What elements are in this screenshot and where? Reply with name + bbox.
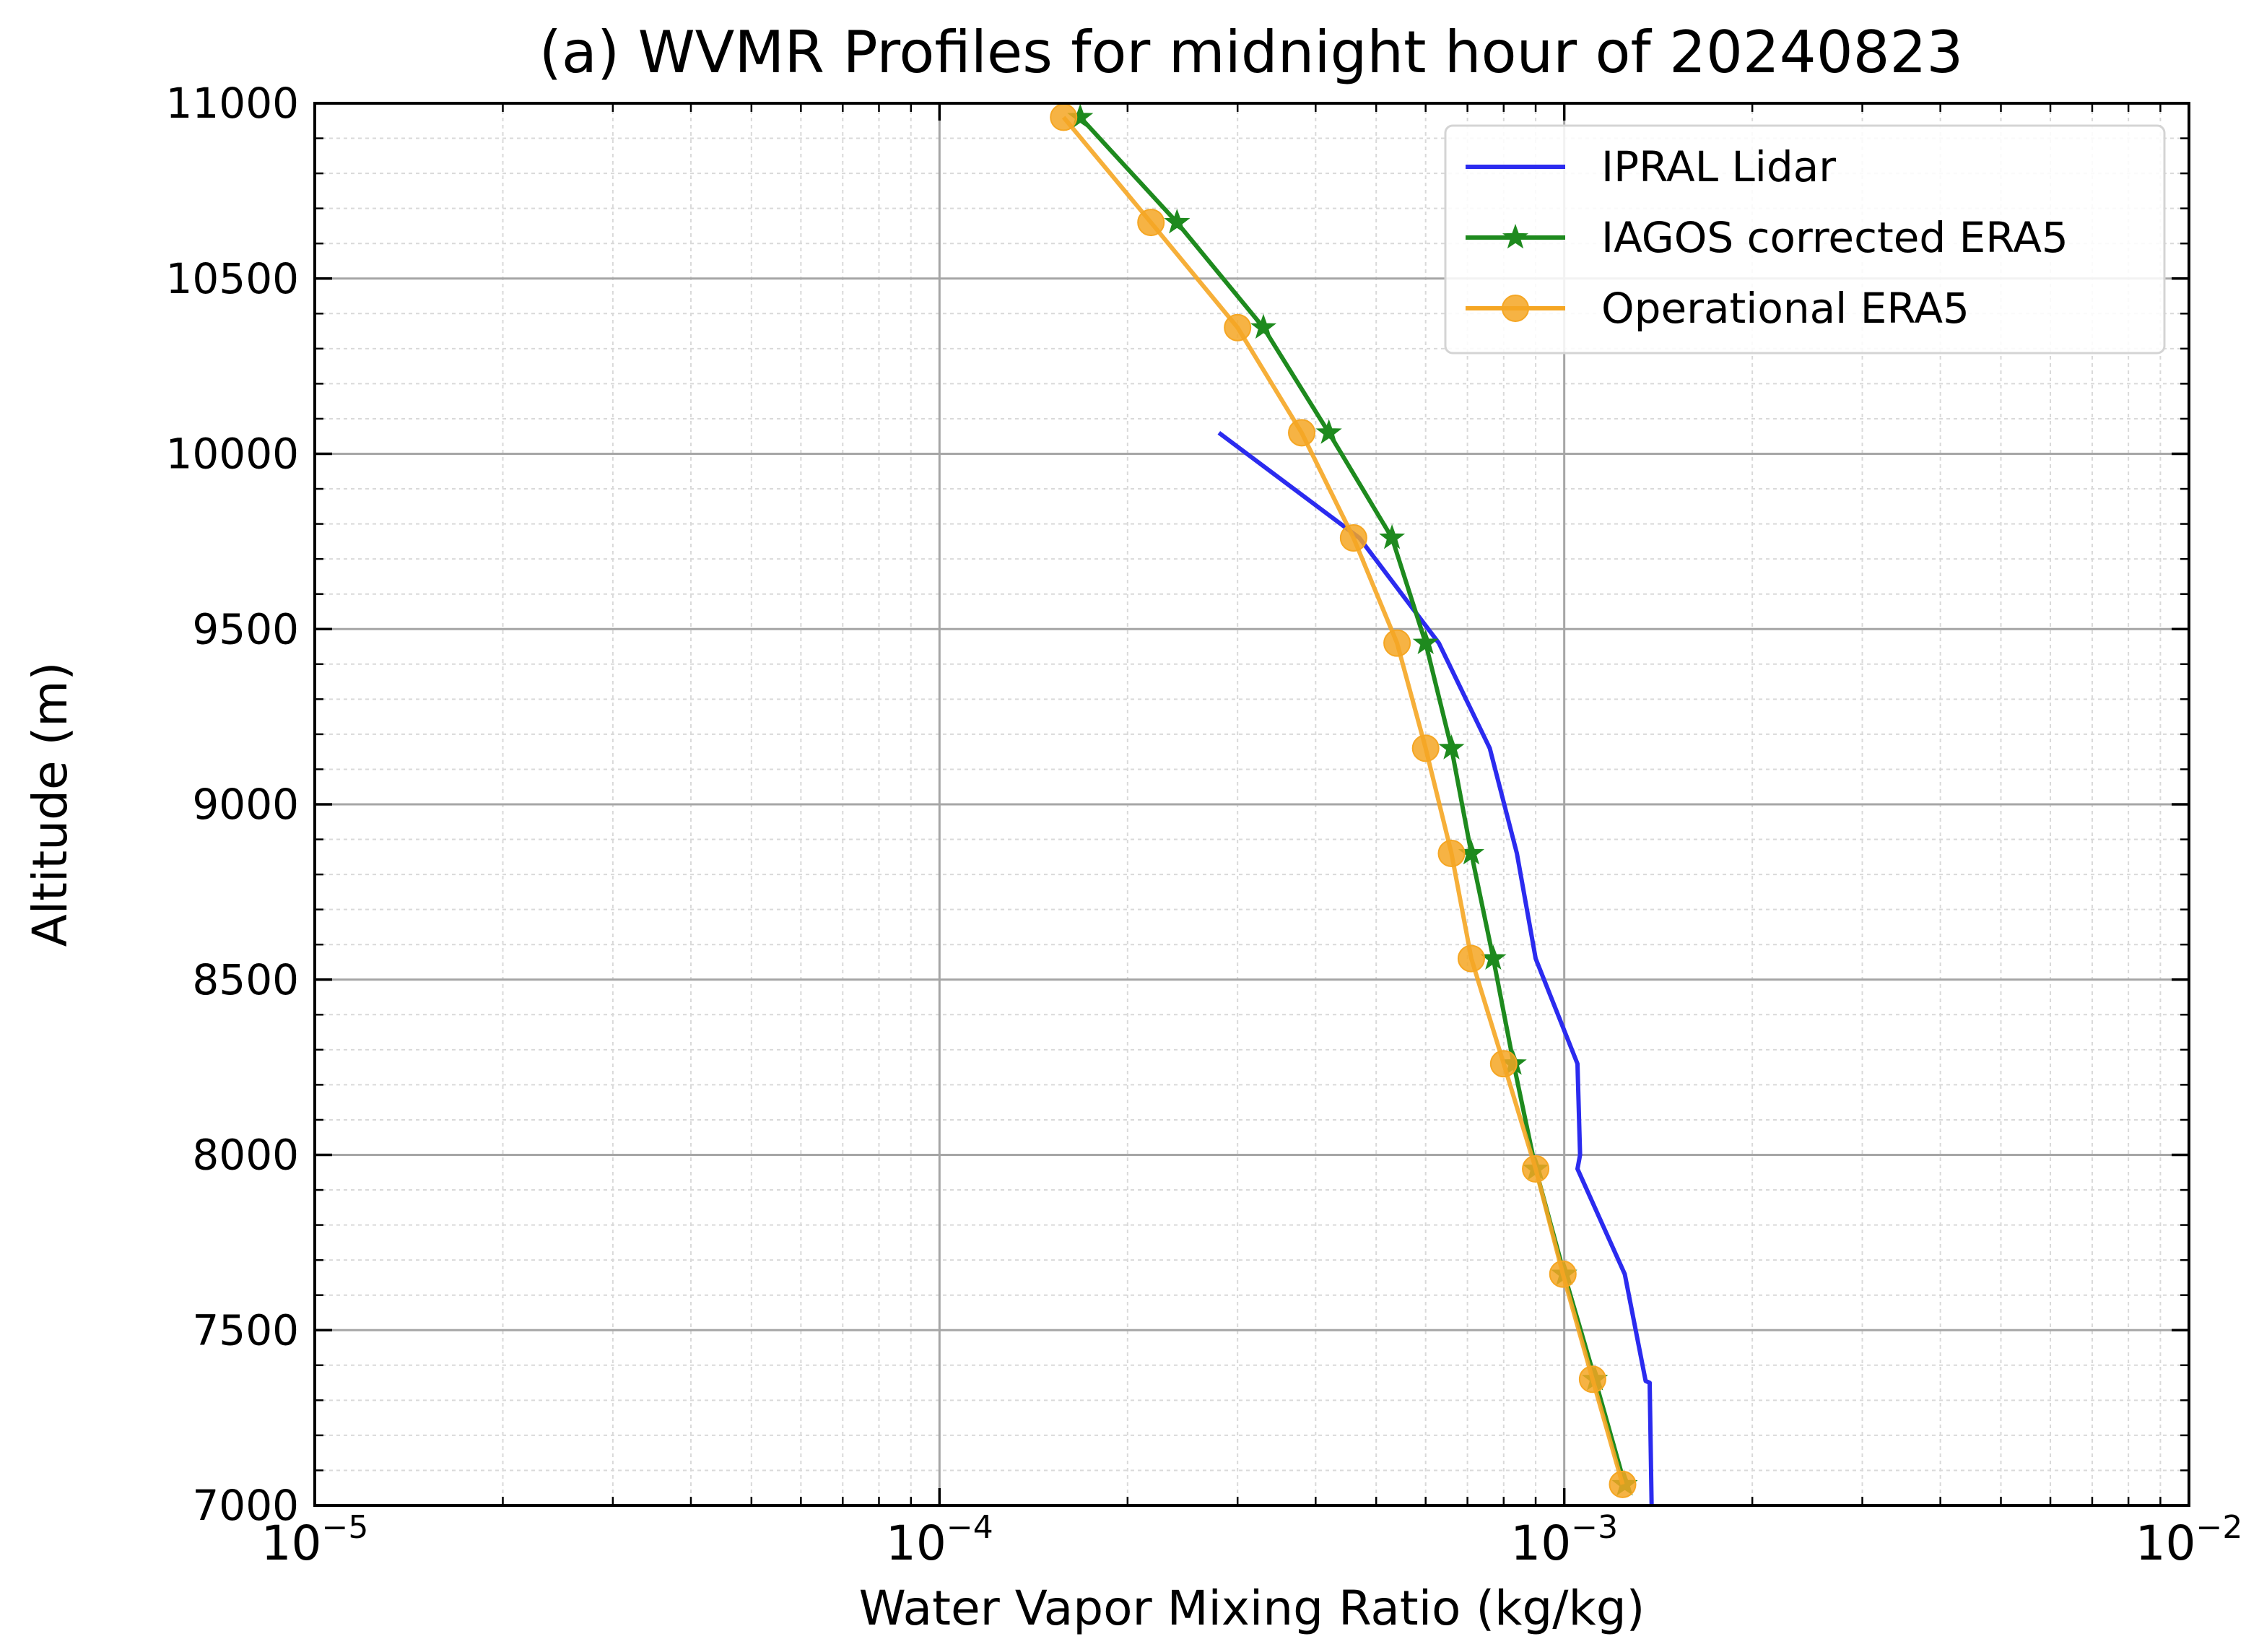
y-tick-label: 9000 xyxy=(192,780,299,829)
data-point xyxy=(1250,313,1277,339)
data-point xyxy=(1549,1260,1577,1288)
y-tick-label: 9500 xyxy=(192,604,299,653)
legend-marker xyxy=(1502,224,1529,249)
data-point xyxy=(1489,1050,1518,1078)
y-tick-label: 7500 xyxy=(192,1305,299,1355)
data-point xyxy=(1339,524,1367,552)
y-tick-label: 10500 xyxy=(165,254,299,303)
data-point xyxy=(1288,419,1316,447)
chart-title: (a) WVMR Profiles for midnight hour of 2… xyxy=(539,19,1964,86)
data-point xyxy=(1164,209,1191,234)
x-tick-exponent: −3 xyxy=(1571,1509,1618,1546)
y-tick-label: 11000 xyxy=(165,79,299,128)
data-point xyxy=(1383,629,1411,657)
x-tick-base: 10 xyxy=(886,1516,946,1571)
x-tick-exponent: −2 xyxy=(2196,1509,2243,1546)
x-tick-label: 10−2 xyxy=(2136,1509,2243,1571)
legend-label: IPRAL Lidar xyxy=(1601,142,1836,191)
y-tick-label: 10000 xyxy=(165,430,299,479)
data-point xyxy=(1137,209,1165,237)
x-tick-labels: 10−5 10−4 10−3 10−2 xyxy=(261,1509,2243,1571)
x-tick-base: 10 xyxy=(261,1516,322,1571)
data-point xyxy=(1411,734,1440,762)
data-point xyxy=(1480,944,1507,970)
legend-marker xyxy=(1502,295,1529,322)
x-tick-label: 10−5 xyxy=(261,1509,369,1571)
x-tick-label: 10−4 xyxy=(886,1509,993,1571)
data-point xyxy=(1522,1155,1550,1183)
series-layer xyxy=(1050,103,1654,1506)
data-point xyxy=(1050,103,1078,131)
data-point xyxy=(1438,734,1465,760)
series-line xyxy=(1217,430,1654,1506)
x-axis-label: Water Vapor Mixing Ratio (kg/kg) xyxy=(859,1581,1645,1636)
legend-label: IAGOS corrected ERA5 xyxy=(1601,213,2068,262)
series-ipral-lidar xyxy=(1217,430,1654,1506)
data-point xyxy=(1315,419,1342,444)
series-line xyxy=(1061,116,1625,1485)
data-point xyxy=(1609,1470,1637,1498)
x-tick-base: 10 xyxy=(2136,1516,2196,1571)
axis-ticks xyxy=(313,102,2190,1507)
legend-label: Operational ERA5 xyxy=(1601,284,1969,333)
data-point xyxy=(1437,839,1466,867)
x-tick-exponent: −4 xyxy=(946,1509,993,1546)
data-point xyxy=(1457,944,1485,973)
y-axis-label: Altitude (m) xyxy=(22,662,78,947)
x-tick-label: 10−3 xyxy=(1510,1509,1618,1571)
legend-box xyxy=(1444,124,2166,355)
data-point xyxy=(1379,523,1406,549)
data-point xyxy=(1412,629,1439,654)
y-tick-label: 8000 xyxy=(192,1131,299,1180)
data-point xyxy=(1224,313,1252,342)
y-tick-labels: 7000 7500 8000 8500 9000 9500 10000 10500 11000 xyxy=(165,79,299,1530)
x-tick-base: 10 xyxy=(1510,1516,1571,1571)
y-tick-label: 8500 xyxy=(192,955,299,1004)
data-point xyxy=(1578,1365,1606,1394)
legend: IPRAL Lidar IAGOS corrected ERA5 Operation… xyxy=(1444,124,2166,355)
y-tick-label: 7000 xyxy=(192,1481,299,1530)
x-tick-exponent: −5 xyxy=(322,1509,369,1546)
series-operational-era5 xyxy=(1050,103,1637,1498)
